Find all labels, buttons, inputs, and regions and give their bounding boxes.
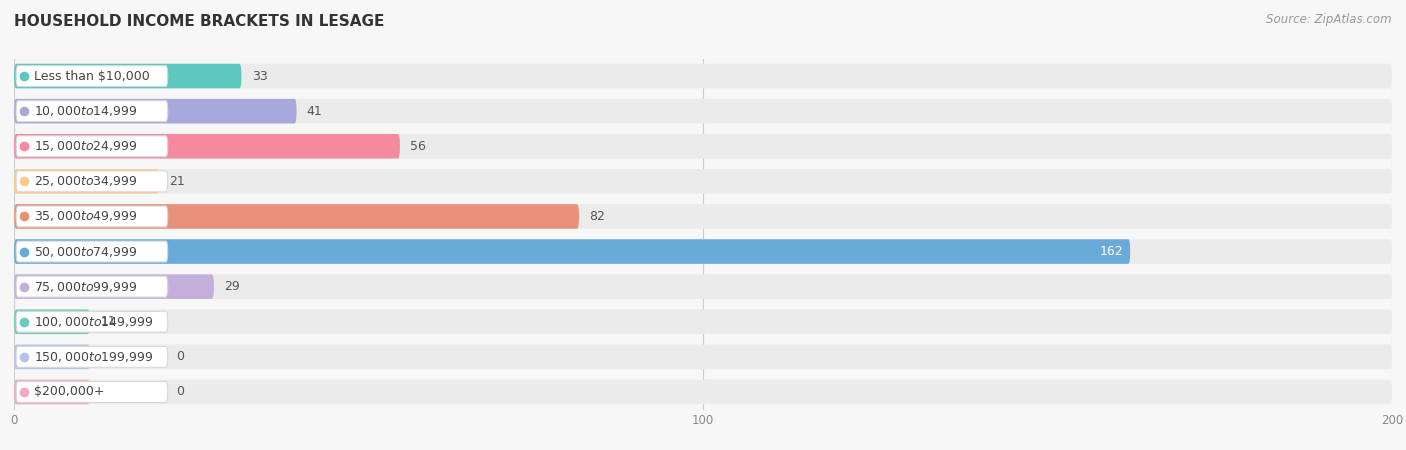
FancyBboxPatch shape: [15, 136, 167, 157]
Text: $150,000 to $199,999: $150,000 to $199,999: [34, 350, 153, 364]
FancyBboxPatch shape: [14, 310, 90, 334]
Text: $50,000 to $74,999: $50,000 to $74,999: [34, 244, 138, 259]
Text: 33: 33: [252, 70, 267, 82]
Text: 0: 0: [176, 351, 184, 363]
FancyBboxPatch shape: [14, 274, 214, 299]
Text: 0: 0: [176, 386, 184, 398]
Text: $10,000 to $14,999: $10,000 to $14,999: [34, 104, 138, 118]
FancyBboxPatch shape: [14, 380, 1392, 404]
FancyBboxPatch shape: [15, 101, 167, 122]
FancyBboxPatch shape: [14, 274, 1392, 299]
FancyBboxPatch shape: [14, 134, 1392, 158]
FancyBboxPatch shape: [14, 99, 1392, 123]
FancyBboxPatch shape: [14, 204, 1392, 229]
FancyBboxPatch shape: [15, 311, 167, 332]
FancyBboxPatch shape: [15, 171, 167, 192]
Text: $35,000 to $49,999: $35,000 to $49,999: [34, 209, 138, 224]
Text: Source: ZipAtlas.com: Source: ZipAtlas.com: [1267, 14, 1392, 27]
FancyBboxPatch shape: [14, 239, 1130, 264]
FancyBboxPatch shape: [15, 346, 167, 367]
FancyBboxPatch shape: [15, 382, 167, 402]
FancyBboxPatch shape: [15, 276, 167, 297]
FancyBboxPatch shape: [14, 99, 297, 123]
Text: 41: 41: [307, 105, 322, 117]
FancyBboxPatch shape: [14, 64, 1392, 88]
FancyBboxPatch shape: [14, 204, 579, 229]
Text: $100,000 to $149,999: $100,000 to $149,999: [34, 315, 153, 329]
Text: 21: 21: [169, 175, 184, 188]
Text: 162: 162: [1099, 245, 1123, 258]
Text: 56: 56: [411, 140, 426, 153]
FancyBboxPatch shape: [15, 241, 167, 262]
FancyBboxPatch shape: [14, 345, 90, 369]
Text: 82: 82: [589, 210, 605, 223]
FancyBboxPatch shape: [14, 134, 399, 158]
Text: Less than $10,000: Less than $10,000: [34, 70, 150, 82]
FancyBboxPatch shape: [15, 206, 167, 227]
Text: 29: 29: [224, 280, 240, 293]
FancyBboxPatch shape: [14, 239, 1392, 264]
Text: $25,000 to $34,999: $25,000 to $34,999: [34, 174, 138, 189]
Text: 11: 11: [100, 315, 115, 328]
FancyBboxPatch shape: [14, 169, 1392, 194]
Text: HOUSEHOLD INCOME BRACKETS IN LESAGE: HOUSEHOLD INCOME BRACKETS IN LESAGE: [14, 14, 384, 28]
FancyBboxPatch shape: [14, 64, 242, 88]
FancyBboxPatch shape: [14, 169, 159, 194]
FancyBboxPatch shape: [15, 66, 167, 86]
Text: $75,000 to $99,999: $75,000 to $99,999: [34, 279, 138, 294]
FancyBboxPatch shape: [14, 380, 90, 404]
Text: $15,000 to $24,999: $15,000 to $24,999: [34, 139, 138, 153]
Text: $200,000+: $200,000+: [34, 386, 104, 398]
FancyBboxPatch shape: [14, 345, 1392, 369]
FancyBboxPatch shape: [14, 310, 1392, 334]
